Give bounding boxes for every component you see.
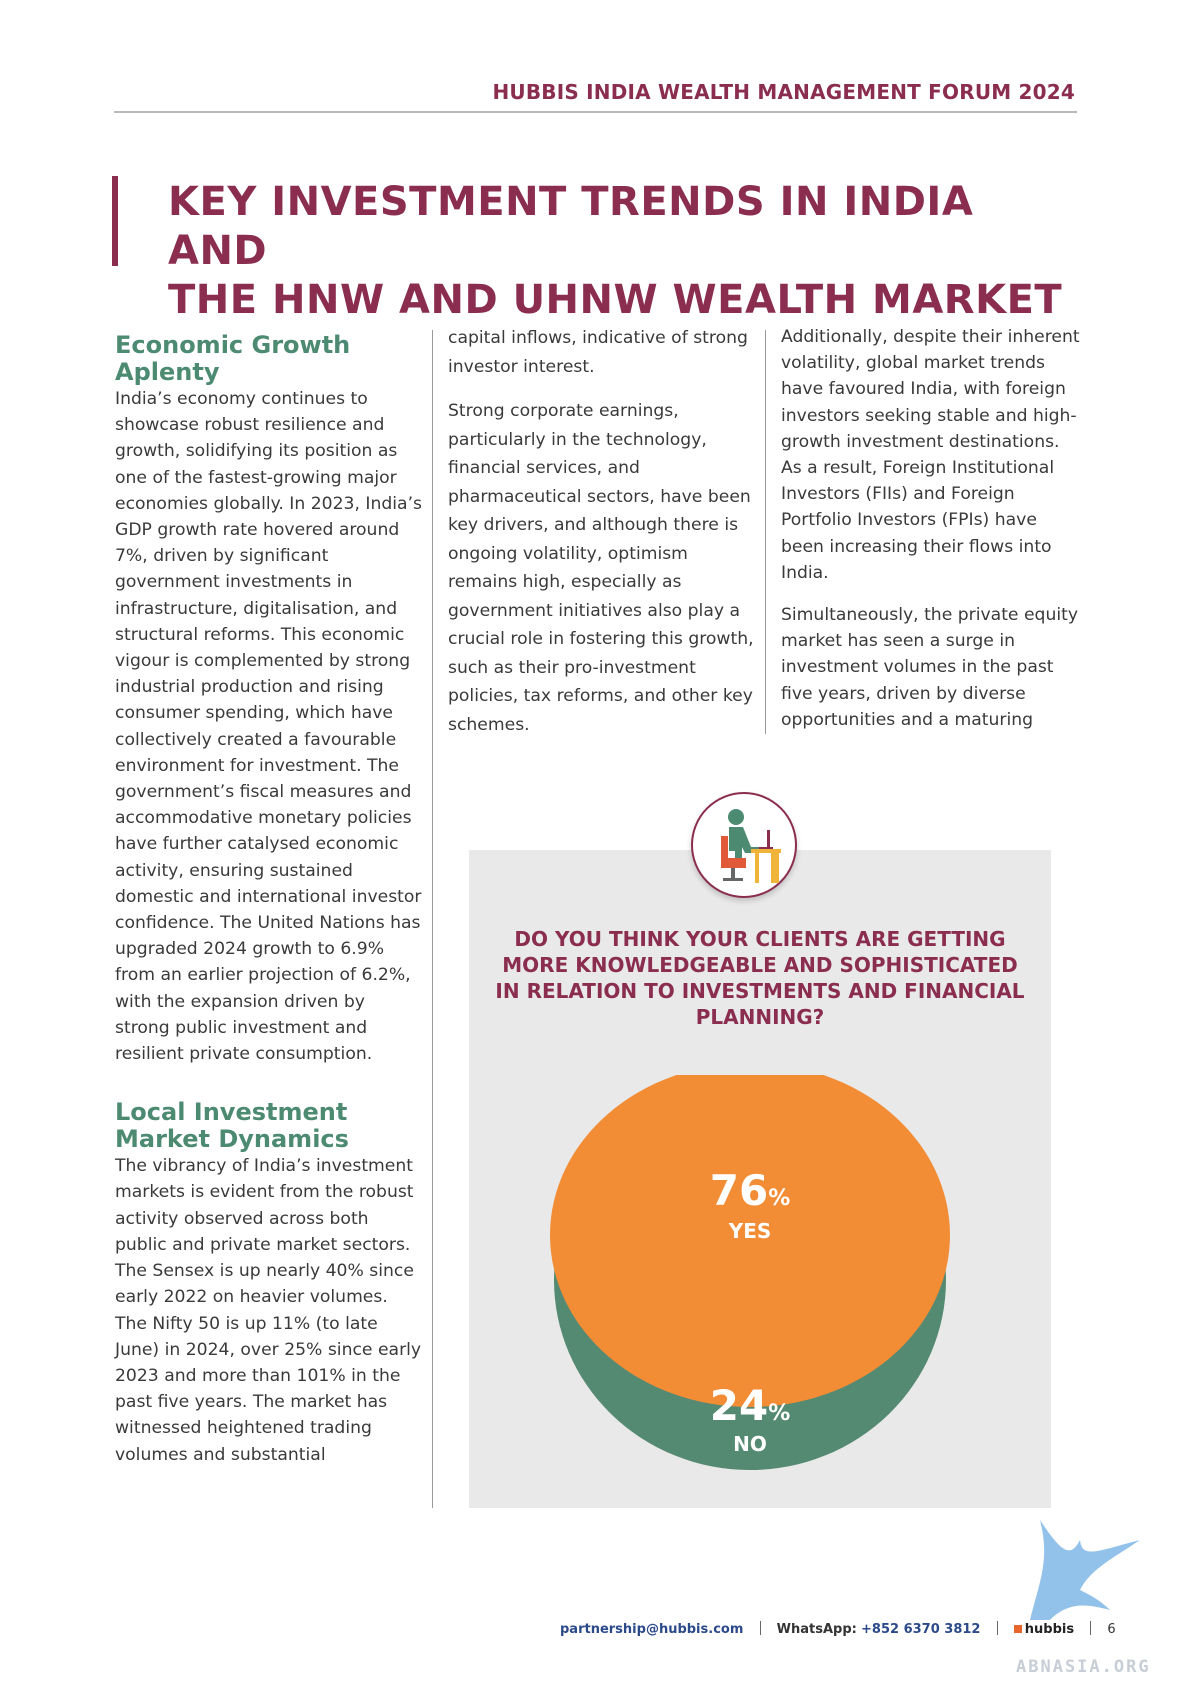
page-title-line2: THE HNW AND UHNW WEALTH MARKET: [168, 277, 1063, 323]
section-heading-local-market: Local Investment Market Dynamics: [115, 1098, 349, 1154]
hubbis-logo-icon: [1013, 1625, 1022, 1633]
header-divider: [114, 111, 1077, 113]
poll-question: DO YOU THINK YOUR CLIENTS ARE GETTING MO…: [495, 927, 1025, 1029]
header-title: HUBBIS INDIA WEALTH MANAGEMENT FORUM 202…: [492, 80, 1075, 104]
footer-separator: [1090, 1621, 1092, 1635]
person-at-desk-icon: [691, 792, 797, 898]
footer-brand: hubbis: [1024, 1622, 1075, 1637]
column-divider-1: [432, 330, 433, 1508]
footer-whatsapp-label: WhatsApp:: [776, 1622, 857, 1637]
local-market-paragraph: The vibrancy of India’s investment marke…: [115, 1156, 422, 1465]
column-1: Economic Growth Aplenty India’s economy …: [115, 332, 425, 1468]
economic-growth-paragraph: India’s economy continues to showcase ro…: [115, 389, 422, 1065]
column3-paragraph-1: Additionally, despite their inherent vol…: [781, 327, 1080, 583]
section-heading-economic-growth: Economic Growth Aplenty: [115, 331, 351, 386]
column2-paragraph-1: capital inflows, indicative of strong in…: [448, 328, 748, 377]
column-2: capital inflows, indicative of strong in…: [448, 324, 758, 739]
page-number: 6: [1107, 1622, 1116, 1637]
column2-paragraph-2: Strong corporate earnings, particularly …: [448, 401, 754, 735]
bird-watermark-icon: [1030, 1520, 1140, 1620]
title-accent-bar: [112, 176, 118, 266]
pie-label-yes-name: YES: [728, 1219, 772, 1243]
page-title: KEY INVESTMENT TRENDS IN INDIA AND THE H…: [168, 178, 1068, 325]
watermark-text: ABNASIA.ORG: [1016, 1657, 1151, 1677]
pie-slice-yes: [550, 1075, 950, 1407]
footer: partnership@hubbis.com WhatsApp: +852 63…: [560, 1621, 1116, 1637]
column3-paragraph-2: Simultaneously, the private equity marke…: [781, 605, 1079, 730]
column-divider-2: [765, 330, 766, 734]
pie-label-no-name: NO: [733, 1432, 767, 1456]
footer-email-link[interactable]: partnership@hubbis.com: [560, 1622, 744, 1637]
footer-separator: [996, 1621, 998, 1635]
pie-label-no-value: 24%: [710, 1381, 791, 1430]
footer-separator: [759, 1621, 761, 1635]
page-title-line1: KEY INVESTMENT TRENDS IN INDIA AND: [168, 179, 974, 274]
pie-label-yes-value: 76%: [710, 1166, 791, 1215]
footer-whatsapp-number[interactable]: +852 6370 3812: [861, 1622, 981, 1637]
column-3: Additionally, despite their inherent vol…: [781, 324, 1081, 733]
pie-chart: 76% YES 24% NO: [550, 1075, 950, 1470]
